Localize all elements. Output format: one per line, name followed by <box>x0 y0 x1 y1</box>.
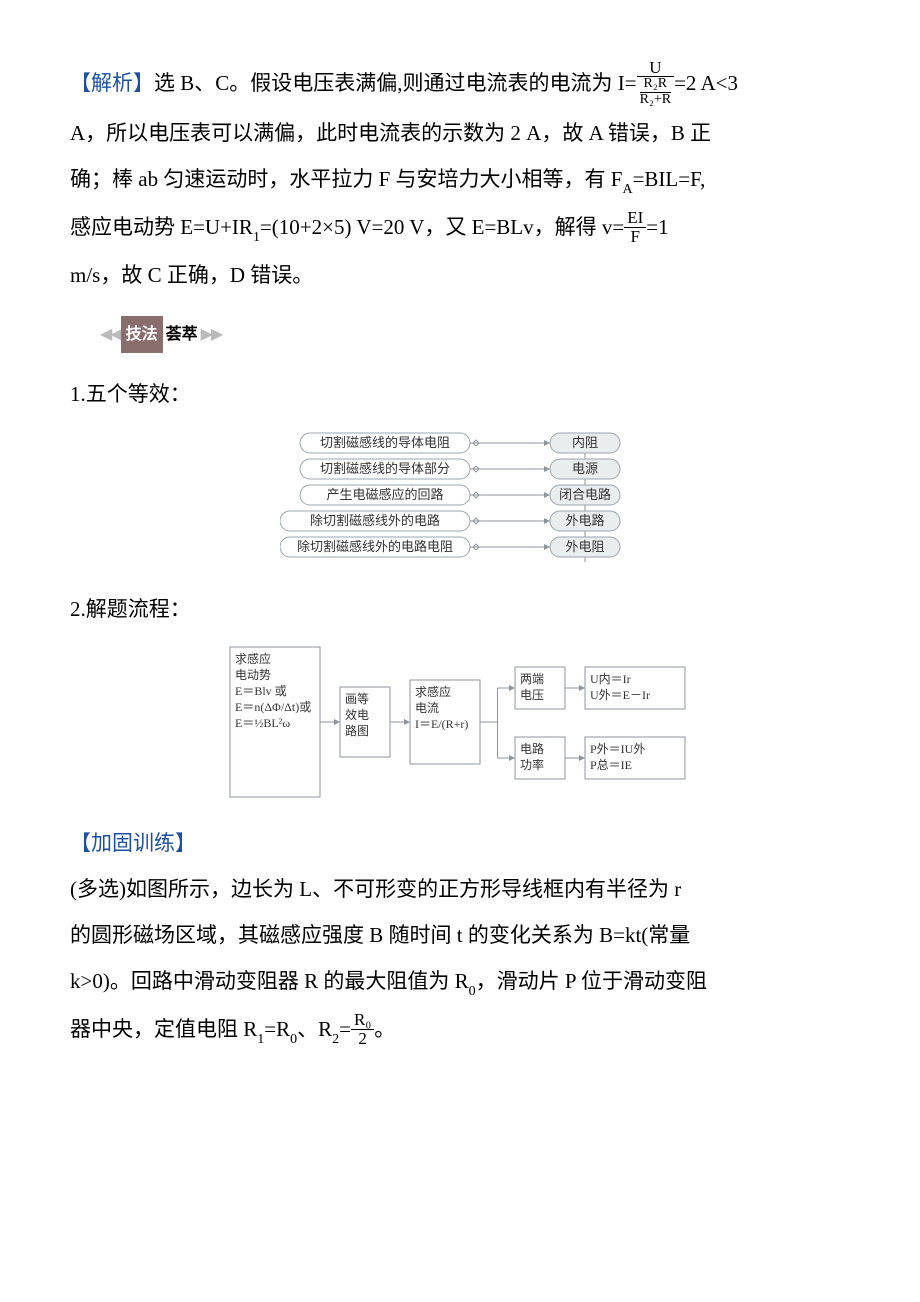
svg-text:U外＝E－Ir: U外＝E－Ir <box>590 688 650 702</box>
question-line-1: (多选)如图所示，边长为 L、不可形变的正方形导线框内有半径为 r <box>70 866 850 912</box>
svg-text:除切割磁感线外的电路电阻: 除切割磁感线外的电路电阻 <box>297 539 453 554</box>
svg-text:E＝½BL²ω: E＝½BL²ω <box>235 716 290 730</box>
svg-text:电流: 电流 <box>415 701 439 715</box>
svg-text:效电: 效电 <box>345 707 369 722</box>
svg-text:切割磁感线的导体部分: 切割磁感线的导体部分 <box>320 461 450 476</box>
text: =2 A<3 <box>674 71 738 95</box>
svg-text:外电阻: 外电阻 <box>565 539 604 554</box>
svg-text:电源: 电源 <box>572 461 598 476</box>
svg-text:I＝E/(R+r): I＝E/(R+r) <box>415 717 468 731</box>
svg-text:画等: 画等 <box>345 692 369 706</box>
svg-text:U内＝Ir: U内＝Ir <box>590 672 631 686</box>
svg-text:电路: 电路 <box>520 741 544 756</box>
heading-2: 2.解题流程： <box>70 586 850 632</box>
heading-1: 1.五个等效： <box>70 371 850 417</box>
fraction: UR₂RR₂+R <box>637 59 674 108</box>
equivalence-diagram: 切割磁感线的导体电阻 内阻切割磁感线的导体部分 电源产生电磁感应的回路 闭合电路除切割… <box>70 428 850 568</box>
svg-text:电压: 电压 <box>520 688 544 702</box>
training-label: 【加固训练】 <box>70 820 850 866</box>
svg-text:闭合电路: 闭合电路 <box>559 487 611 502</box>
svg-text:外电路: 外电路 <box>565 513 604 528</box>
svg-text:求感应: 求感应 <box>235 651 271 666</box>
svg-text:求感应: 求感应 <box>415 684 451 699</box>
svg-text:路图: 路图 <box>345 723 369 738</box>
svg-text:电动势: 电动势 <box>235 668 271 682</box>
fraction: R₀2 <box>351 1011 374 1048</box>
svg-text:内阻: 内阻 <box>572 435 598 450</box>
analysis-line-5: m/s，故 C 正确，D 错误。 <box>70 252 850 298</box>
chevron-left-icon: ◀◀ <box>100 317 121 352</box>
analysis-label: 【解析】 <box>70 71 154 95</box>
analysis-line-3: 确；棒 ab 匀速运动时，水平拉力 F 与安培力大小相等，有 FA=BIL=F, <box>70 156 850 204</box>
svg-text:切割磁感线的导体电阻: 切割磁感线的导体电阻 <box>320 435 450 450</box>
svg-text:功率: 功率 <box>520 757 544 772</box>
svg-text:产生电磁感应的回路: 产生电磁感应的回路 <box>326 487 443 502</box>
chevron-right-icon: ▶▶ <box>201 317 222 352</box>
text: 选 B、C。假设电压表满偏,则通过电流表的电流为 I= <box>154 71 637 95</box>
svg-text:两端: 两端 <box>520 672 544 686</box>
svg-text:P总＝IE: P总＝IE <box>590 758 632 772</box>
question-line-2: 的圆形磁场区域，其磁感应强度 B 随时间 t 的变化关系为 B=kt(常量 <box>70 912 850 958</box>
svg-text:E＝n(ΔΦ/Δt)或: E＝n(ΔΦ/Δt)或 <box>235 700 311 714</box>
flow-diagram: 求感应电动势E＝Blv 或E＝n(ΔΦ/Δt)或E＝½BL²ω画等效电路图求感应… <box>70 642 850 802</box>
question-line-3: k>0)。回路中滑动变阻器 R 的最大阻值为 R0，滑动片 P 位于滑动变阻 <box>70 958 850 1006</box>
fraction: EIF <box>624 209 646 246</box>
svg-text:E＝Blv 或: E＝Blv 或 <box>235 684 287 698</box>
analysis-line-1: 【解析】选 B、C。假设电压表满偏,则通过电流表的电流为 I=UR₂RR₂+R=… <box>70 60 850 110</box>
analysis-line-2: A，所以电压表可以满偏，此时电流表的示数为 2 A，故 A 错误，B 正 <box>70 110 850 156</box>
analysis-line-4: 感应电动势 E=U+IR1=(10+2×5) V=20 V，又 E=BLv，解得… <box>70 204 850 252</box>
svg-text:除切割磁感线外的电路: 除切割磁感线外的电路 <box>310 513 440 528</box>
svg-text:P外＝IU外: P外＝IU外 <box>590 742 645 756</box>
question-line-4: 器中央，定值电阻 R1=R0、R2=R₀2。 <box>70 1006 850 1054</box>
section-badge: ◀◀ 技法荟萃 ▶▶ <box>100 316 221 353</box>
